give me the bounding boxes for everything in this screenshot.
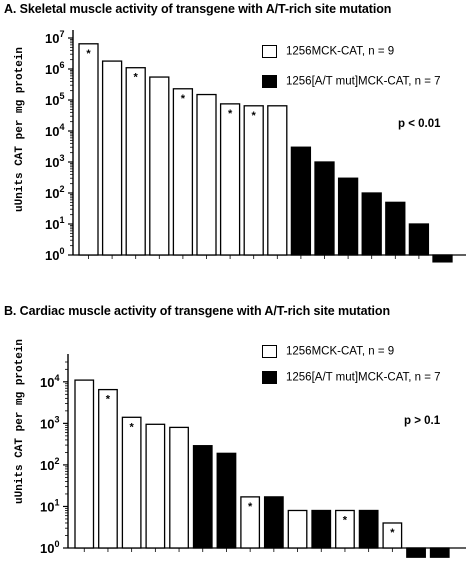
panel-a-bar: [314, 161, 335, 256]
panel-b-bar: [169, 426, 189, 549]
panel-a-bar: [149, 76, 170, 256]
panel-b-bar: [98, 388, 118, 549]
panel-a-bar-star: *: [134, 72, 139, 84]
panel-a-y-tick-label: 103: [45, 153, 64, 170]
panel-a-bar: [432, 254, 453, 263]
panel-a-bar: [78, 43, 99, 256]
panel-a-title: A. Skeletal muscle activity of transgene…: [4, 2, 392, 16]
panel-a-bar-star: *: [181, 93, 186, 105]
panel-b-plot-group: 100 101 102 103 104 * * * * *: [40, 354, 466, 558]
panel-b-bar: [74, 379, 95, 549]
legend-swatch-white: [262, 345, 277, 358]
panel-a-bar: [219, 103, 241, 256]
panel-b-legend-item-white: 1256MCK-CAT, n = 9: [262, 345, 394, 358]
panel-a-y-tick-label: 104: [45, 122, 64, 139]
panel-a-bar: [101, 60, 123, 256]
panel-a-bar: [243, 105, 264, 256]
panel-b-bar: [192, 445, 213, 549]
panel-b-bar-star: *: [106, 394, 111, 406]
panel-a-y-tick-label: 102: [45, 184, 64, 201]
panel-a-bar: [125, 67, 146, 256]
panel-a-y-tick-label: 101: [45, 215, 64, 232]
panel-a-y-tick-label: 105: [45, 91, 64, 108]
panel-a-bar: [337, 177, 359, 256]
panel-b-y-tick-label: 102: [40, 456, 59, 473]
panel-a-bar-star: *: [86, 48, 91, 60]
panel-b-y-tick-label: 103: [40, 414, 59, 431]
panel-b-y-tick-label: 101: [40, 497, 59, 514]
panel-a-bar: [290, 146, 312, 256]
panel-b-bar: [382, 522, 403, 549]
panel-b-legend-item-black: 1256[A/T mut]MCK-CAT, n = 7: [262, 371, 441, 384]
panel-b-y-tick-label: 100: [40, 539, 59, 556]
legend-swatch-black: [262, 75, 277, 88]
legend-label: 1256MCK-CAT, n = 9: [286, 345, 395, 358]
legend-swatch-black: [262, 371, 277, 384]
panel-a-plot-group: 100 101 102 103 104 105 106 107 * * * * *: [45, 29, 466, 263]
panel-b-bar-star: *: [390, 527, 395, 539]
legend-label: 1256[A/T mut]MCK-CAT, n = 7: [286, 371, 441, 384]
panel-b-bar: [263, 496, 284, 549]
panel-a-bar: [267, 105, 288, 256]
panel-a-bar: [408, 223, 430, 256]
panel-b-bar: [358, 509, 379, 549]
panel-a-y-tick-label: 106: [45, 60, 64, 77]
panel-a-bar-star: *: [252, 110, 257, 122]
legend-label: 1256[A/T mut]MCK-CAT, n = 7: [286, 75, 441, 88]
panel-b-bar: [335, 509, 355, 549]
panel-b-bar: [121, 416, 142, 549]
panel-b-bar: [429, 547, 450, 558]
panel-a-p-value: p < 0.01: [398, 118, 441, 130]
panel-a-legend-item-black: 1256[A/T mut]MCK-CAT, n = 7: [262, 75, 441, 88]
panel-b-bar: [406, 547, 426, 558]
panel-b-bar-star: *: [343, 514, 348, 526]
panel-b-bar: [287, 509, 308, 549]
panel-a-legend-item-white: 1256MCK-CAT, n = 9: [262, 45, 394, 58]
panel-b-bar: [311, 509, 332, 549]
panel-a-bar: [361, 192, 382, 256]
panel-a-y-tick-label: 100: [45, 246, 64, 263]
panel-a-bar: [196, 93, 217, 256]
panel-a-y-tick-label: 107: [45, 29, 64, 46]
panel-b-bar: [216, 452, 237, 549]
panel-b-bar-star: *: [248, 501, 253, 513]
legend-swatch-white: [262, 45, 277, 58]
panel-b-y-tick-label: 104: [40, 373, 59, 390]
panel-a-bar-star: *: [228, 108, 233, 120]
panel-a-bar: [385, 201, 406, 256]
legend-label: 1256MCK-CAT, n = 9: [286, 45, 395, 58]
panel-b-bar-star: *: [130, 421, 135, 433]
panel-b-bar: [145, 423, 166, 549]
panel-a-bar: [172, 88, 194, 256]
panel-b-bar: [240, 496, 261, 549]
panel-b-p-value: p > 0.1: [404, 415, 441, 427]
panel-b-title: B. Cardiac muscle activity of transgene …: [4, 304, 390, 318]
